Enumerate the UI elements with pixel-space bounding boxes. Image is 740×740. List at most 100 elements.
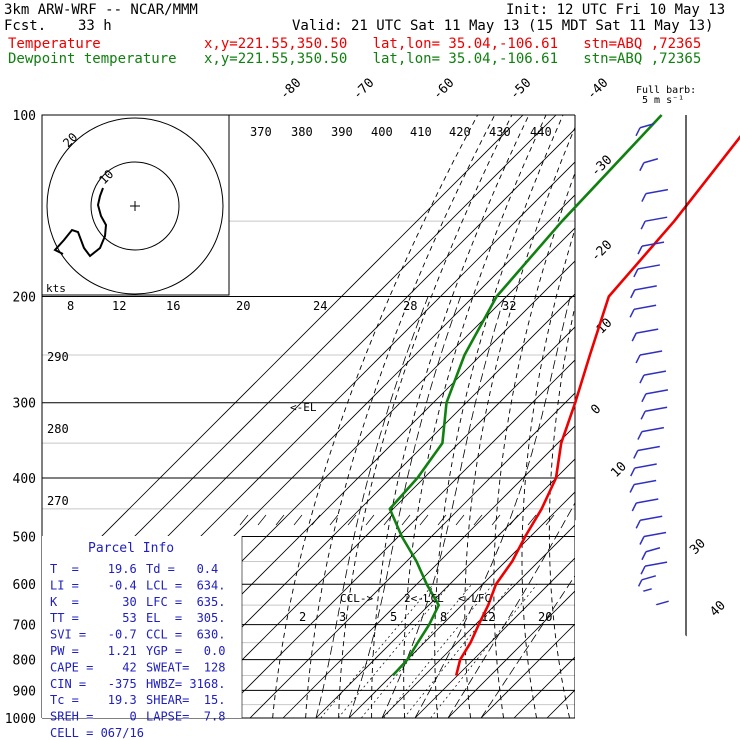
theta-label: 390 xyxy=(331,125,353,139)
wind-barb-flag xyxy=(639,374,645,384)
theta-e-tick xyxy=(401,514,411,526)
wind-barb-flag xyxy=(639,536,645,545)
wind-barb-flag xyxy=(630,467,636,477)
barb-legend-unit: 5 m s⁻¹ xyxy=(642,95,685,106)
wind-barb-flag xyxy=(631,502,637,512)
temperature-location: x,y=221.55,350.50 lat,lon= 35.04,-106.61… xyxy=(204,36,702,52)
parcel-row-right: HWBZ= 3168. xyxy=(146,677,225,691)
theta-label: 430 xyxy=(489,125,511,139)
isotherm-label: -30 xyxy=(588,153,615,180)
dewpoint-legend: Dewpoint temperature xyxy=(8,51,177,67)
wind-barb-flag xyxy=(629,308,635,318)
parcel-row-left: CAPE = 42 xyxy=(50,660,137,674)
temperature-profile xyxy=(454,134,740,676)
parcel-row-left: PW = 1.21 xyxy=(50,644,137,658)
moist-adiabat xyxy=(414,296,571,718)
parcel-row-right: LCL = 634. xyxy=(146,578,225,592)
mixing-ratio-label: 3 xyxy=(339,610,346,624)
isotherm-line xyxy=(282,425,575,718)
speed-label: 8 xyxy=(67,299,74,313)
theta-e-tick xyxy=(329,514,339,526)
speed-label: 16 xyxy=(166,299,180,313)
wind-barb-flag xyxy=(637,431,643,440)
theta-label: 290 xyxy=(47,350,69,364)
dry-adiabat xyxy=(464,126,575,718)
isotherm-label: -40 xyxy=(584,76,611,103)
isotherm-label: -20 xyxy=(588,238,615,265)
wind-barb xyxy=(640,515,663,522)
theta-e-tick xyxy=(473,514,483,526)
wind-barb xyxy=(636,328,659,334)
wind-barb xyxy=(654,600,669,606)
model-title: 3km ARW-WRF -- NCAR/MMM xyxy=(4,2,198,18)
parcel-row-right: SWEAT= 128 xyxy=(146,660,225,674)
theta-e-tick xyxy=(437,514,447,526)
dry-adiabat xyxy=(371,115,530,718)
speed-label: 20 xyxy=(236,299,250,313)
wind-barb-flag xyxy=(635,127,641,137)
dry-adiabat xyxy=(338,115,513,718)
isotherm-label: -60 xyxy=(430,76,457,103)
wind-barb-flag xyxy=(631,332,637,342)
isotherm-line xyxy=(150,293,575,718)
wind-barb xyxy=(643,158,659,164)
isotherm-line xyxy=(42,115,524,597)
theta-label: 370 xyxy=(250,125,272,139)
theta-e-tick xyxy=(257,514,267,526)
theta-e-tick xyxy=(275,514,285,526)
hodograph-ring-10 xyxy=(90,161,180,251)
theta-e-tick xyxy=(491,514,501,526)
wind-barb xyxy=(641,241,665,247)
speed-label: 28 xyxy=(403,299,417,313)
wind-barb xyxy=(633,304,657,311)
wind-barb xyxy=(644,406,668,413)
isotherm-label: -50 xyxy=(507,76,534,103)
temperature-legend: Temperature xyxy=(8,36,101,52)
wind-barb xyxy=(634,463,657,469)
isotherm-line xyxy=(249,392,575,718)
wind-barb xyxy=(645,547,661,553)
wind-barb xyxy=(634,285,657,291)
init-time: Init: 12 UTC Fri 10 May 13 xyxy=(506,2,726,18)
speed-label: 24 xyxy=(313,299,327,313)
theta-e-tick xyxy=(347,514,357,526)
dewpoint-profile xyxy=(388,114,663,677)
wind-barb-flag xyxy=(635,354,641,364)
wind-barb-flag xyxy=(635,519,641,529)
theta-e-tick xyxy=(239,514,249,526)
theta-label: 400 xyxy=(371,125,393,139)
wind-barb-flag xyxy=(637,245,643,255)
theta-label: 410 xyxy=(410,125,432,139)
wind-barb xyxy=(644,561,668,567)
theta-label: 280 xyxy=(47,422,69,436)
mixing-ratio-label: 20 xyxy=(538,610,552,624)
pressure-tick-label: 600 xyxy=(13,578,36,593)
wind-barb-flag xyxy=(640,220,646,230)
parcel-row-left: CIN = -375 xyxy=(50,677,137,691)
dry-adiabat xyxy=(721,115,740,718)
parcel-row-left: Tc = 19.3 xyxy=(50,693,137,707)
theta-label: 380 xyxy=(291,125,313,139)
barb-legend-title: Full barb: xyxy=(636,85,697,96)
parcel-row-right: YGP = 0.0 xyxy=(146,644,225,658)
wind-barb-flag xyxy=(633,450,639,459)
parcel-row-right: LAPSE= 7.8 xyxy=(146,710,225,724)
isotherm-label: -70 xyxy=(350,76,377,103)
pressure-tick-label: 1000 xyxy=(5,712,36,727)
isotherm-line xyxy=(216,359,575,718)
parcel-row-right: CCL = 630. xyxy=(146,628,225,642)
wind-barb-flag xyxy=(641,393,647,403)
dry-adiabat xyxy=(434,115,564,718)
parcel-row-left: SVI = -0.7 xyxy=(50,628,137,642)
speed-label: 12 xyxy=(112,299,126,313)
pressure-tick-label: 100 xyxy=(13,109,36,124)
mixing-ratio-label: 5 xyxy=(390,610,397,624)
kts-label: kts xyxy=(46,282,66,295)
wind-barb xyxy=(639,350,663,356)
wind-barb xyxy=(643,531,667,538)
isotherm-label: 10 xyxy=(608,459,630,481)
dry-adiabat xyxy=(403,115,547,718)
dry-adiabat xyxy=(305,115,496,718)
isotherm-line xyxy=(414,557,575,718)
forecast-hour: 33 h xyxy=(78,18,112,34)
